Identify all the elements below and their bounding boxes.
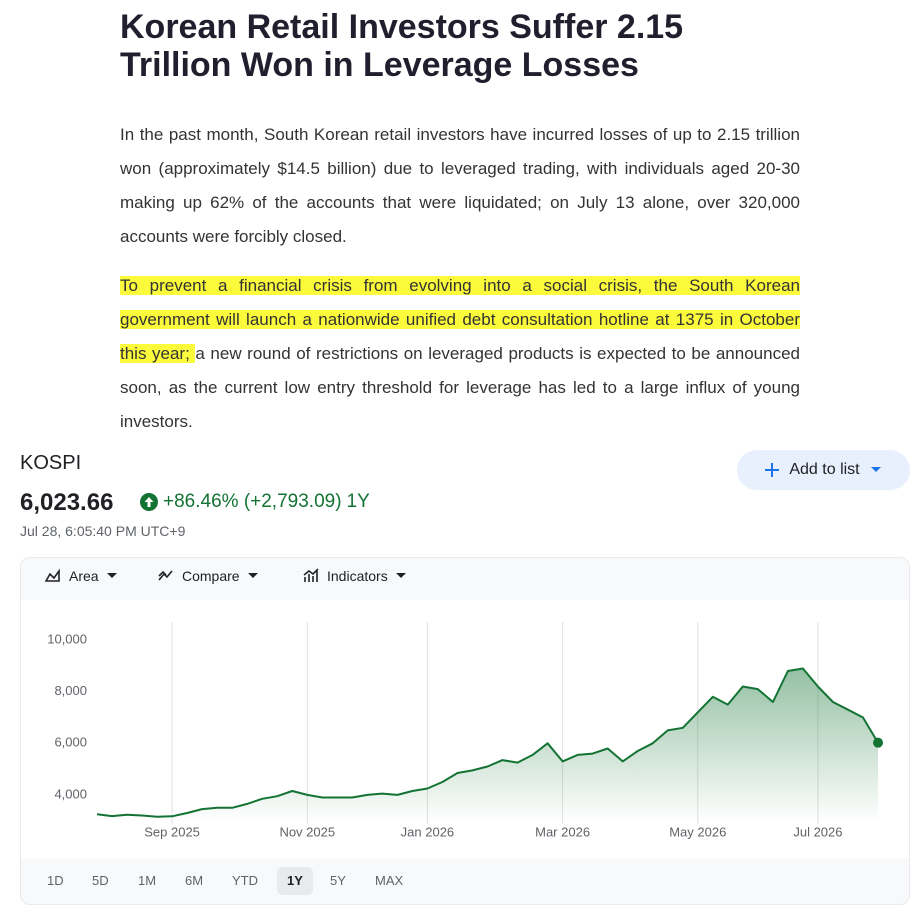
icon [45, 568, 60, 582]
toolbar-button[interactable]: Indicators [303, 568, 406, 584]
range-button[interactable]: 1D [47, 873, 64, 888]
toolbar-label: Indicators [327, 568, 388, 584]
add-to-list-button[interactable]: Add to list [737, 450, 910, 490]
range-button[interactable]: 5Y [330, 873, 346, 888]
toolbar-label: Compare [182, 568, 240, 584]
quote-name: KOSPI [20, 452, 82, 474]
icon [158, 570, 173, 581]
toolbar-button[interactable]: Compare [158, 568, 258, 584]
chart: Sep 2025 Nov 2025 Jan 2026 Mar 2026 May 2026… [47, 622, 883, 839]
dropdown-icon [106, 573, 117, 578]
range-button[interactable]: 1M [138, 873, 157, 888]
range-button[interactable]: 6M [185, 873, 204, 888]
dropdown-icon [247, 573, 258, 578]
article-title: Korean Retail Investors Suffer 2.15 Tril… [120, 8, 684, 84]
period: 1Y [346, 491, 370, 512]
area [97, 668, 878, 822]
y-tick-label: 8,000 [54, 683, 87, 698]
change-text: +86.46% (+2,793.09) [163, 491, 342, 512]
text: a new round of restrictions on leveraged… [120, 344, 800, 431]
y-tick-label: 4,000 [54, 786, 87, 801]
paragraph: To prevent a financial crisis from evolv… [120, 269, 800, 439]
x-tick-label: Jan 2026 [401, 824, 455, 839]
toolbar-label: Area [69, 568, 99, 584]
up-icon [140, 493, 158, 511]
plus-icon [765, 463, 780, 477]
end-point [873, 737, 883, 748]
x-tick-label: May 2026 [669, 824, 726, 839]
range-button[interactable]: 1Y [277, 867, 313, 895]
x-tick-label: Sep 2025 [144, 824, 200, 839]
x-tick-label: Jul 2026 [793, 824, 842, 839]
dropdown-icon [870, 467, 881, 472]
quote-price: 6,023.66 [20, 489, 114, 516]
y-tick-label: 6,000 [54, 735, 87, 750]
paragraph: In the past month, South Korean retail i… [120, 125, 800, 246]
toolbar-button[interactable]: Area [45, 568, 117, 584]
dropdown-icon [395, 573, 406, 578]
y-tick-label: 10,000 [47, 632, 87, 647]
range-button[interactable]: YTD [232, 873, 258, 888]
quote-change: +86.46% (+2,793.09) 1Y [140, 491, 370, 513]
x-tick-label: Nov 2025 [279, 824, 335, 839]
button-label: Add to list [789, 461, 860, 478]
timestamp: Jul 28, 6:05:40 PM UTC+9 [20, 523, 186, 539]
icon [303, 568, 319, 582]
range-button[interactable]: MAX [375, 873, 404, 888]
line [96, 667, 879, 818]
range-button[interactable]: 5D [92, 873, 109, 888]
x-tick-label: Mar 2026 [535, 824, 590, 839]
